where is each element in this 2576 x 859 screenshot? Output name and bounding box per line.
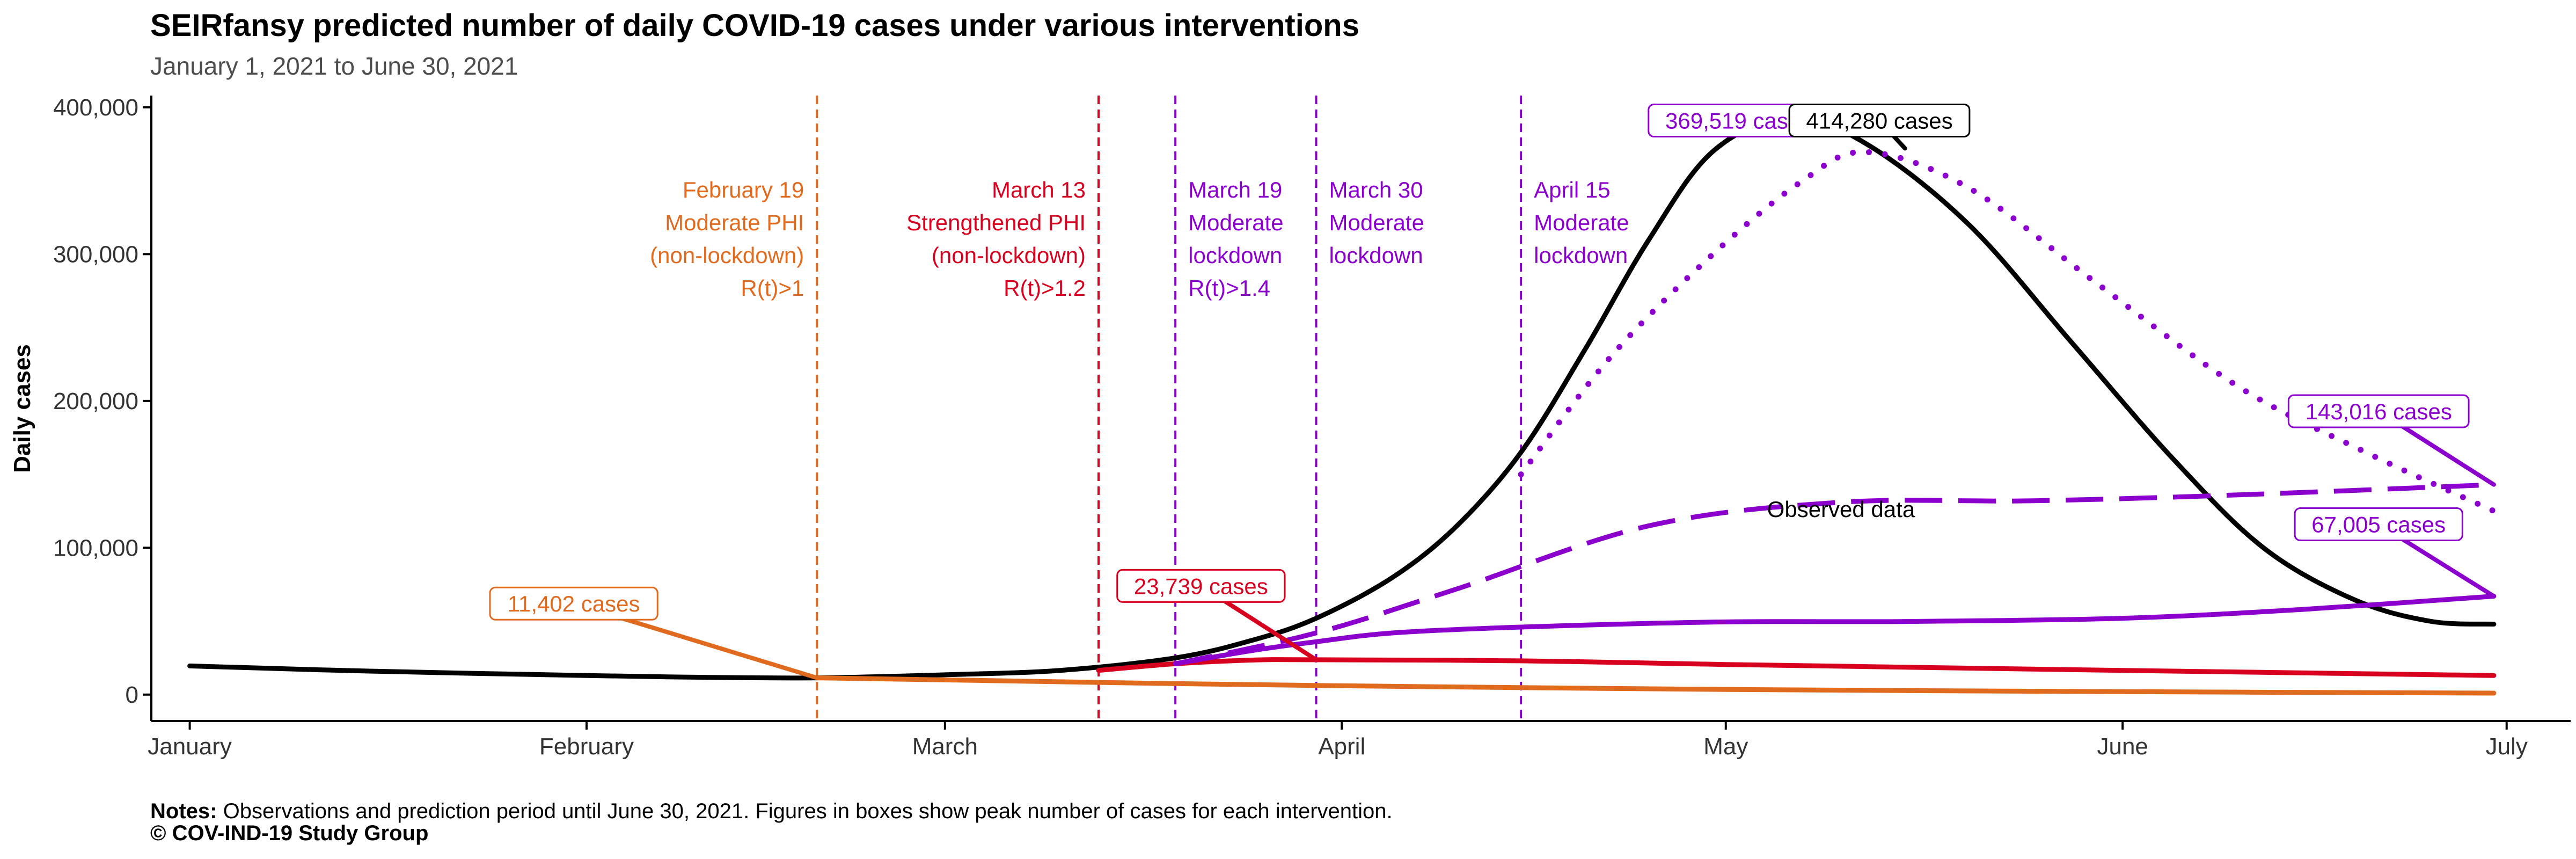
intervention-label: R(t)>1.4 (1188, 275, 1270, 301)
intervention-label: lockdown (1329, 243, 1423, 268)
intervention-label: lockdown (1534, 243, 1628, 268)
intervention-label: Moderate (1329, 210, 1424, 235)
y-tick-label: 0 (126, 682, 138, 708)
x-tick-label: June (2097, 733, 2148, 760)
annotation-label: 23,739 cases (1134, 573, 1268, 599)
x-tick-label: July (2486, 733, 2528, 760)
y-tick-label: 100,000 (53, 535, 138, 561)
annotation-box (2294, 507, 2463, 542)
intervention-label: April 15 (1534, 177, 1610, 202)
notes-text: Observations and prediction period until… (223, 799, 1393, 823)
x-tick-label: March (912, 733, 978, 760)
annotation-label: 414,280 cases (1806, 108, 1952, 133)
series-line (1518, 149, 2497, 514)
intervention-label: (non-lockdown) (932, 243, 1086, 268)
x-tick-label: April (1318, 733, 1365, 760)
intervention-label: R(t)>1 (741, 275, 804, 301)
x-tick-label: May (1703, 733, 1748, 760)
annotation-box (1116, 569, 1286, 603)
series-line (1175, 482, 2494, 666)
copyright-text: © COV-IND-19 Study Group (150, 821, 429, 845)
annotation-label: 67,005 cases (2311, 512, 2446, 537)
annotation-box (1788, 103, 1971, 137)
intervention-label: Strengthened PHI (906, 210, 1086, 235)
chart-title: SEIRfansy predicted number of daily COVI… (150, 8, 1359, 43)
series-line (1173, 594, 2497, 666)
y-tick-label: 200,000 (53, 388, 138, 414)
intervention-label: Moderate (1534, 210, 1629, 235)
annotation-label: 369,519 cases (1665, 108, 1812, 133)
chart-notes: Notes: Observations and prediction perio… (150, 798, 1393, 824)
y-tick-label: 400,000 (53, 94, 138, 121)
intervention-label: Moderate PHI (665, 210, 804, 235)
intervention-label: R(t)>1.2 (1004, 275, 1086, 301)
x-tick-label: February (539, 733, 634, 760)
chart-subtitle: January 1, 2021 to June 30, 2021 (150, 52, 518, 80)
notes-label: Notes: (150, 799, 217, 823)
intervention-label: Moderate (1188, 210, 1283, 235)
intervention-label: March 13 (992, 177, 1086, 202)
series-line (187, 115, 2497, 681)
annotation-label: 11,402 cases (508, 591, 640, 616)
intervention-label: (non-lockdown) (650, 243, 804, 268)
series-line (1096, 657, 2497, 678)
series-line (814, 675, 2497, 696)
annotation-box (489, 586, 658, 621)
intervention-label: February 19 (683, 177, 804, 202)
annotation-box (2287, 394, 2470, 428)
y-axis-label: Daily cases (9, 344, 35, 473)
intervention-label: lockdown (1188, 243, 1282, 268)
observed-data-label: Observed data (1767, 497, 1915, 522)
intervention-label: March 30 (1329, 177, 1423, 202)
y-tick-label: 300,000 (53, 241, 138, 267)
annotation-label: 143,016 cases (2306, 399, 2452, 424)
intervention-label: March 19 (1188, 177, 1282, 202)
x-tick-label: January (148, 733, 232, 760)
